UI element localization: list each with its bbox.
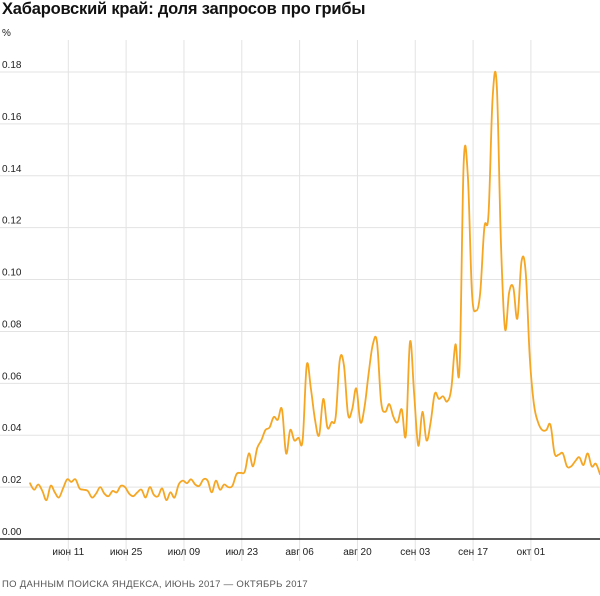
grid-lines — [0, 40, 600, 561]
y-axis-ticks: 0.00 0.02 0.04 0.06 0.08 0.10 0.12 0.14 0.16 0.18 — [2, 60, 22, 538]
y-tick-label: 0.14 — [2, 164, 22, 175]
x-tick-label: авг 06 — [285, 547, 314, 558]
y-tick-label: 0.00 — [2, 527, 22, 538]
y-tick-label: 0.06 — [2, 371, 22, 382]
y-tick-label: 0.18 — [2, 60, 22, 71]
x-tick-label: сен 17 — [458, 547, 488, 558]
data-source-note: ПО ДАННЫМ ПОИСКА ЯНДЕКСА, ИЮНЬ 2017 — ОК… — [2, 579, 308, 590]
y-tick-label: 0.10 — [2, 268, 22, 279]
x-tick-label: окт 01 — [517, 547, 546, 558]
x-tick-label: июн 25 — [110, 547, 143, 558]
y-tick-label: 0.12 — [2, 216, 22, 227]
x-tick-label: сен 03 — [400, 547, 430, 558]
x-tick-label: июл 23 — [225, 547, 258, 558]
y-tick-label: 0.02 — [2, 475, 22, 486]
y-axis-unit-label: % — [2, 28, 11, 39]
y-tick-label: 0.04 — [2, 423, 22, 434]
y-tick-label: 0.08 — [2, 319, 22, 330]
x-tick-label: июн 11 — [52, 547, 84, 558]
x-tick-label: июл 09 — [168, 547, 201, 558]
x-axis-ticks: июн 11 июн 25 июл 09 июл 23 авг 06 авг 20 сен … — [52, 547, 545, 558]
x-tick-label: авг 20 — [343, 547, 372, 558]
y-tick-label: 0.16 — [2, 112, 22, 123]
series-line — [29, 70, 600, 501]
chart-title: Хабаровский край: доля запросов про гриб… — [2, 0, 366, 18]
